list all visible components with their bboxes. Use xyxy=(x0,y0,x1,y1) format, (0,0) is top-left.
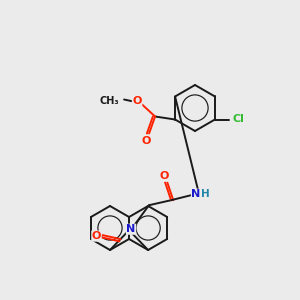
Text: O: O xyxy=(132,97,142,106)
Text: O: O xyxy=(141,136,151,146)
Text: N: N xyxy=(191,189,201,199)
Text: H: H xyxy=(201,189,209,199)
Text: Cl: Cl xyxy=(233,115,245,124)
Text: O: O xyxy=(159,171,169,181)
Text: N: N xyxy=(126,224,136,234)
Text: O: O xyxy=(92,231,101,241)
Text: CH₃: CH₃ xyxy=(100,95,119,106)
